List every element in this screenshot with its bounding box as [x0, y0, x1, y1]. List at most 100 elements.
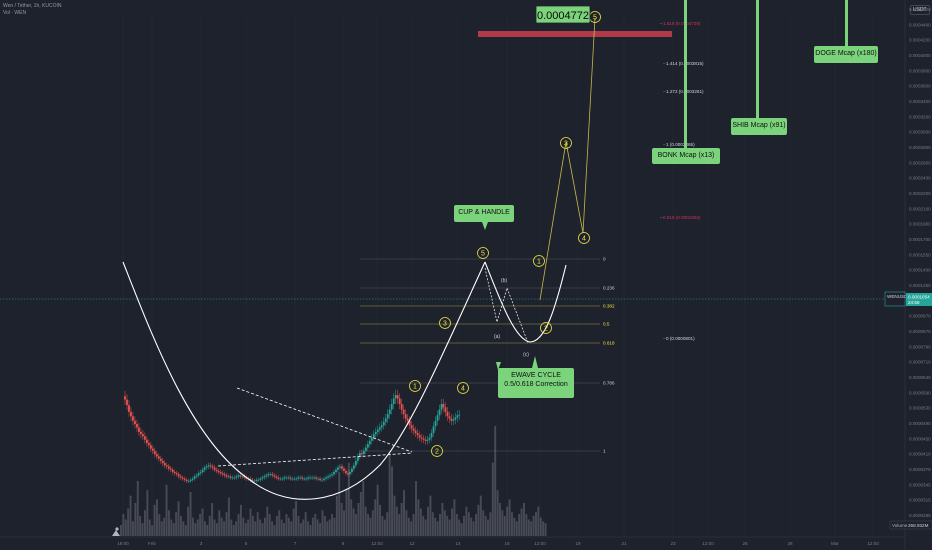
candle-body	[456, 415, 459, 418]
volume-bar	[513, 517, 516, 536]
candle-body	[165, 465, 168, 467]
volume-bar	[189, 492, 192, 536]
volume-bar	[335, 495, 338, 536]
candle-body	[215, 469, 218, 471]
candle-body	[213, 467, 216, 470]
volume-bar	[369, 517, 372, 536]
drawings	[122, 17, 596, 500]
time-axis[interactable]: 19:00 Feb 3 5 7 9 12:00 12 14 16 12:00 19 21 23 12:00 2…	[0, 536, 905, 546]
volume-bar	[374, 499, 377, 536]
candle-body	[283, 477, 286, 479]
candle-body	[179, 476, 182, 478]
candle-body	[303, 478, 306, 480]
volume-bar	[194, 523, 197, 536]
candle-body	[295, 478, 298, 480]
volume-bar	[187, 506, 190, 536]
candle-body	[241, 476, 244, 478]
volume-bar	[453, 499, 456, 536]
volume-bar	[141, 523, 144, 536]
currency-button[interactable]: USDT	[910, 5, 930, 15]
candle-body	[396, 395, 399, 399]
candle-body	[301, 477, 304, 479]
x-tick-label: 3	[200, 541, 203, 546]
candle-body	[418, 435, 421, 438]
candle-body	[420, 437, 423, 439]
volume-bar	[266, 506, 269, 536]
volume-bar	[311, 517, 314, 536]
candle-body	[404, 414, 407, 419]
volume-bar	[441, 503, 444, 536]
wave-label-circle	[409, 380, 421, 392]
volume-bar	[463, 515, 465, 536]
fib-extension: 1.618 (0.0004739)1.414 (0.0003815)1.272 …	[478, 21, 704, 341]
x-tick-label: 12:00	[702, 541, 714, 546]
candle-body	[412, 428, 415, 431]
candle-body	[319, 478, 321, 480]
candle-body	[444, 407, 447, 412]
volume-bar	[280, 519, 283, 536]
x-tick-label: 16	[504, 541, 510, 546]
volume-bar	[352, 508, 355, 536]
volume-bar	[232, 525, 235, 536]
volume-bar	[503, 515, 506, 536]
wave-label: 4	[582, 235, 586, 242]
volume-bar	[215, 523, 218, 536]
callouts[interactable]: 0.0004772 CUP & HANDLE EWAVE CYCLE 0.5/0.61…	[454, 0, 878, 398]
candle-body	[237, 475, 240, 477]
y-tick-label: 0.0003600	[909, 84, 931, 89]
volume-bar	[410, 521, 413, 536]
y-tick-label: 0.0002800	[909, 145, 931, 150]
volume-bar	[520, 508, 523, 536]
wave-label-circle	[431, 445, 443, 457]
volume-bar	[319, 523, 322, 536]
candle-body	[317, 478, 319, 480]
candle-body	[386, 414, 389, 419]
bonk-callout-box	[652, 148, 720, 164]
ewave-callout-box	[498, 368, 574, 398]
price-tag-right: 0.0001054 24:56	[906, 293, 932, 306]
volume-bar	[146, 490, 149, 536]
symbol-title[interactable]: Wen / Tether, 1h, KUCOIN	[3, 3, 62, 9]
candle-body	[227, 476, 230, 478]
candle-body	[285, 477, 288, 479]
volume-bar	[167, 510, 170, 536]
volume-bars	[120, 426, 547, 536]
x-tick-label: 9	[342, 541, 345, 546]
candle-body	[291, 478, 294, 480]
candle-body	[205, 466, 208, 468]
candle-body	[388, 409, 391, 415]
wave-label-circle	[533, 255, 545, 267]
volume-bar	[436, 521, 439, 536]
candle-body	[171, 469, 174, 473]
fib-extension-label: 0 (0.0000801)	[666, 336, 695, 341]
price-axis[interactable]: 0.0004600 0.0004400 0.0004200 0.0004000 0.00…	[904, 0, 931, 550]
volume-bar	[429, 495, 432, 536]
volume-bar	[395, 506, 398, 536]
tradingview-logo	[112, 527, 120, 536]
volume-bar	[407, 517, 410, 536]
y-tick-label: 0.0000315	[909, 498, 931, 503]
y-tick-label: 0.0001250	[909, 283, 931, 288]
x-tick-label: 5	[245, 541, 248, 546]
candle-body	[271, 474, 274, 476]
volume-bar	[268, 514, 271, 536]
candle-body	[155, 454, 158, 457]
candle-body	[432, 426, 435, 434]
volume-bar	[218, 510, 221, 536]
candle-body	[416, 433, 419, 436]
fib-extension-label: 1.618 (0.0004739)	[663, 21, 701, 26]
volume-bar	[201, 508, 204, 536]
volume-bar	[283, 523, 286, 536]
candle-body	[243, 476, 246, 478]
volume-bar	[400, 503, 403, 536]
candle-body	[257, 479, 260, 481]
price-tag-symbol: WENUSDT	[887, 294, 910, 299]
candle-body	[201, 469, 204, 473]
wave-label-circle	[439, 317, 451, 329]
volume-indicator-title[interactable]: Vol · WEN	[3, 10, 27, 16]
volume-bar	[501, 510, 504, 536]
y-tick-label: 0.0000640	[909, 375, 931, 380]
volume-bar	[427, 506, 429, 536]
y-tick-label: 0.0003400	[909, 99, 931, 104]
